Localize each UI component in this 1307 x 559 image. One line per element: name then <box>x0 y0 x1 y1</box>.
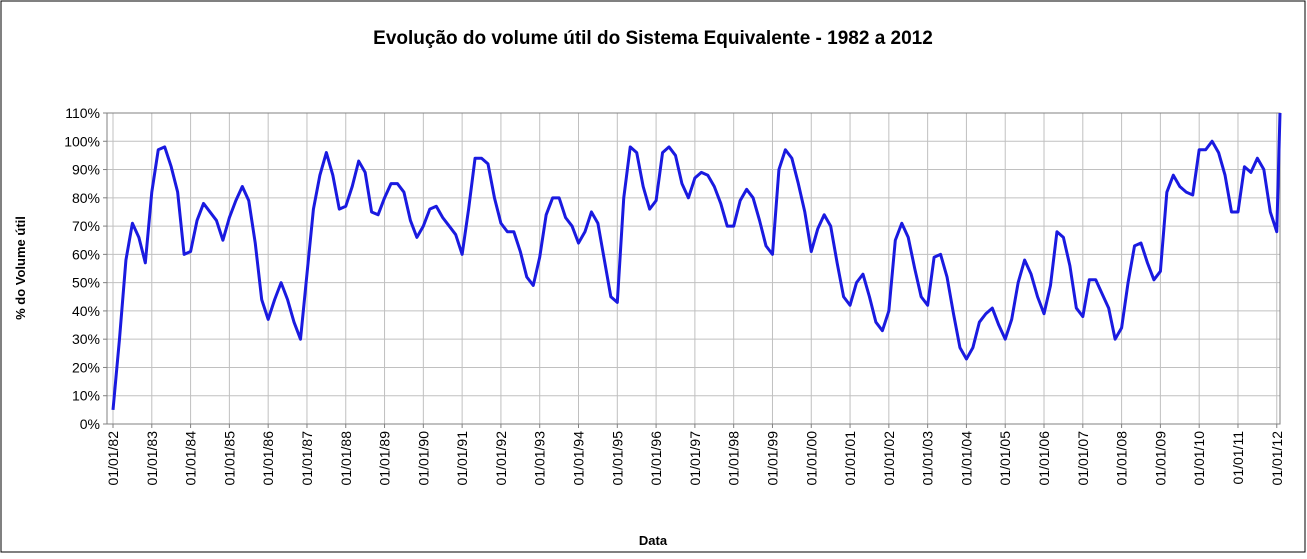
x-tick-label: 01/01/00 <box>803 431 819 486</box>
x-tick-label: 01/01/02 <box>881 431 897 486</box>
y-tick-label: 40% <box>72 303 100 319</box>
x-tick-label: 01/01/83 <box>144 431 160 486</box>
x-tick-label: 01/01/93 <box>532 431 548 486</box>
x-tick-label: 01/01/91 <box>454 431 470 486</box>
x-axis-label: Data <box>639 533 668 548</box>
y-tick-label: 100% <box>64 133 100 149</box>
x-tick-label: 01/01/82 <box>105 431 121 486</box>
x-tick-label: 01/01/99 <box>764 431 780 486</box>
x-tick-label: 01/01/95 <box>609 431 625 486</box>
x-tick-label: 01/01/09 <box>1152 431 1168 486</box>
x-tick-label: 01/01/92 <box>493 431 509 486</box>
x-tick-label: 01/01/01 <box>842 431 858 486</box>
x-tick-label: 01/01/90 <box>415 431 431 486</box>
y-tick-label: 50% <box>72 275 100 291</box>
x-tick-label: 01/01/04 <box>958 431 974 486</box>
x-tick-label: 01/01/85 <box>221 431 237 486</box>
x-tick-label: 01/01/03 <box>920 431 936 486</box>
x-tick-label: 01/01/06 <box>1036 431 1052 486</box>
x-tick-label: 01/01/98 <box>726 431 742 486</box>
y-tick-label: 110% <box>65 105 100 121</box>
x-tick-label: 01/01/84 <box>183 431 199 486</box>
y-tick-label: 10% <box>72 388 100 404</box>
x-tick-label: 01/01/08 <box>1114 431 1130 486</box>
x-tick-label: 01/01/88 <box>338 431 354 486</box>
x-tick-label: 01/01/05 <box>997 431 1013 486</box>
x-tick-label: 01/01/96 <box>648 431 664 486</box>
x-tick-label: 01/01/86 <box>260 431 276 486</box>
x-tick-label: 01/01/12 <box>1269 431 1285 486</box>
x-tick-label: 01/01/87 <box>299 431 315 486</box>
y-tick-label: 0% <box>80 416 100 432</box>
y-tick-label: 30% <box>72 331 100 347</box>
x-tick-label: 01/01/10 <box>1191 431 1207 486</box>
x-tick-label: 01/01/94 <box>571 431 587 486</box>
y-tick-label: 60% <box>72 246 100 262</box>
x-tick-label: 01/01/97 <box>687 431 703 486</box>
x-tick-label: 01/01/89 <box>377 431 393 486</box>
x-tick-label: 01/01/11 <box>1230 431 1246 485</box>
plot-frame <box>106 112 1281 425</box>
y-axis-label: % do Volume útil <box>13 216 28 320</box>
data-line <box>111 112 1282 410</box>
y-tick-label: 80% <box>72 190 100 206</box>
chart-title: Evolução do volume útil do Sistema Equiv… <box>373 28 933 49</box>
y-tick-label: 20% <box>72 359 100 375</box>
y-tick-label: 90% <box>72 162 100 178</box>
y-tick-label: 70% <box>72 218 100 234</box>
x-tick-label: 01/01/07 <box>1075 431 1091 486</box>
plot <box>111 112 1282 410</box>
